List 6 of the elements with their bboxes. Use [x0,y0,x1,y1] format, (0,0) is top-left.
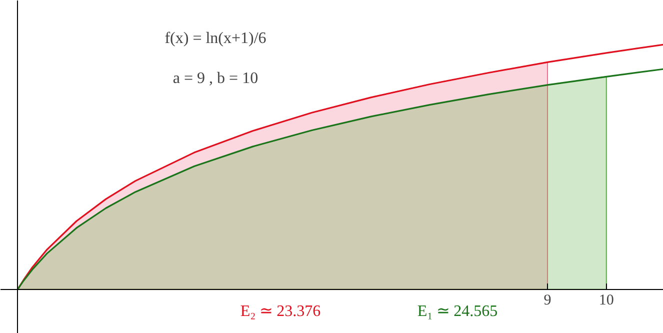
text: E₂ ≃ 23.376 [240,303,321,320]
annotation: a = 9 , b = 10 [172,70,258,87]
x-tick-label: 9 [544,292,552,308]
text: E₁ ≃ 24.565 [417,303,498,320]
x-tick-label: 10 [598,292,614,308]
annotation: f(x) = ln(x+1)/6 [164,30,266,47]
